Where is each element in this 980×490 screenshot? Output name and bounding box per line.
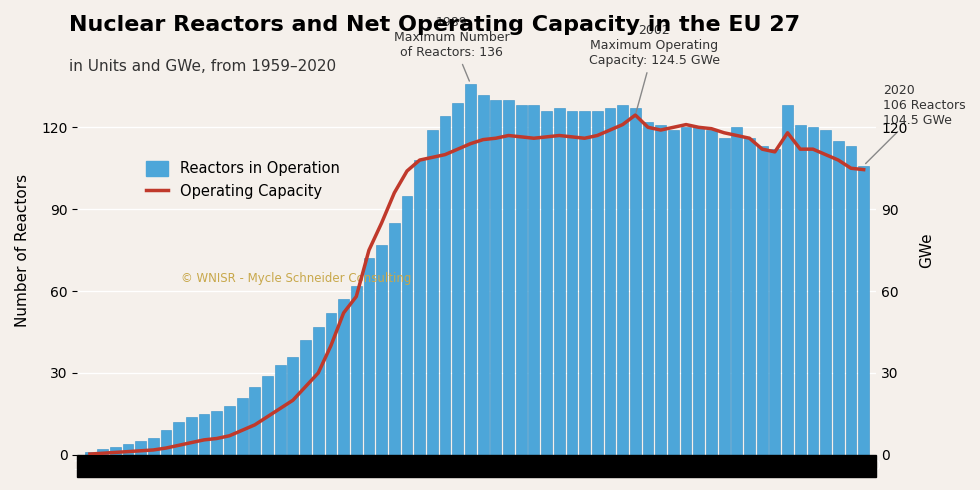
Text: Nuclear Reactors and Net Operating Capacity in the EU 27: Nuclear Reactors and Net Operating Capac… xyxy=(69,15,800,35)
Bar xyxy=(364,258,374,455)
Bar xyxy=(389,223,400,455)
Bar xyxy=(694,127,705,455)
Y-axis label: GWe: GWe xyxy=(918,232,934,268)
Bar xyxy=(858,166,869,455)
Bar xyxy=(681,127,692,455)
Bar xyxy=(554,108,564,455)
Text: © WNISR - Mycle Schneider Consulting: © WNISR - Mycle Schneider Consulting xyxy=(181,272,412,285)
Bar xyxy=(668,130,679,455)
Bar xyxy=(846,147,857,455)
Bar xyxy=(77,455,876,477)
Bar xyxy=(300,340,311,455)
Bar xyxy=(579,111,590,455)
Bar xyxy=(135,441,146,455)
Bar xyxy=(466,84,476,455)
Bar xyxy=(706,130,716,455)
Bar xyxy=(440,117,451,455)
Bar xyxy=(325,313,336,455)
Bar xyxy=(769,149,780,455)
Bar xyxy=(617,105,628,455)
Bar xyxy=(643,122,654,455)
Bar xyxy=(744,138,755,455)
Bar xyxy=(503,100,514,455)
Bar xyxy=(84,452,95,455)
Bar xyxy=(833,141,844,455)
Bar xyxy=(490,100,501,455)
Bar xyxy=(186,416,197,455)
Bar xyxy=(566,111,577,455)
Bar xyxy=(212,411,222,455)
Bar xyxy=(605,108,615,455)
Bar xyxy=(110,447,121,455)
Bar xyxy=(477,95,488,455)
Text: 1989
Maximum Number
of Reactors: 136: 1989 Maximum Number of Reactors: 136 xyxy=(394,16,510,81)
Bar xyxy=(782,105,793,455)
Bar xyxy=(338,299,349,455)
Bar xyxy=(541,111,552,455)
Bar xyxy=(731,127,742,455)
Bar xyxy=(237,397,248,455)
Bar xyxy=(173,422,184,455)
Bar xyxy=(249,387,260,455)
Bar xyxy=(97,449,108,455)
Bar xyxy=(161,430,171,455)
Bar xyxy=(820,130,831,455)
Text: 2020
106 Reactors
104.5 GWe: 2020 106 Reactors 104.5 GWe xyxy=(865,84,965,164)
Bar xyxy=(592,111,603,455)
Bar xyxy=(122,444,133,455)
Bar xyxy=(199,414,210,455)
Bar xyxy=(453,103,464,455)
Bar xyxy=(808,127,818,455)
Bar xyxy=(351,286,362,455)
Text: in Units and GWe, from 1959–2020: in Units and GWe, from 1959–2020 xyxy=(69,59,336,74)
Legend: Reactors in Operation, Operating Capacity: Reactors in Operation, Operating Capacit… xyxy=(140,155,346,205)
Bar xyxy=(313,326,323,455)
Y-axis label: Number of Reactors: Number of Reactors xyxy=(15,173,30,327)
Bar xyxy=(515,105,526,455)
Bar xyxy=(656,124,666,455)
Bar xyxy=(718,138,729,455)
Bar xyxy=(148,439,159,455)
Bar xyxy=(262,376,272,455)
Bar xyxy=(415,160,425,455)
Bar xyxy=(274,365,285,455)
Bar xyxy=(795,124,806,455)
Bar xyxy=(402,196,413,455)
Bar xyxy=(757,147,767,455)
Bar xyxy=(287,357,298,455)
Bar xyxy=(630,108,641,455)
Bar xyxy=(528,105,539,455)
Bar xyxy=(376,245,387,455)
Bar xyxy=(427,130,438,455)
Bar xyxy=(224,406,235,455)
Text: 2002
Maximum Operating
Capacity: 124.5 GWe: 2002 Maximum Operating Capacity: 124.5 G… xyxy=(589,24,720,112)
